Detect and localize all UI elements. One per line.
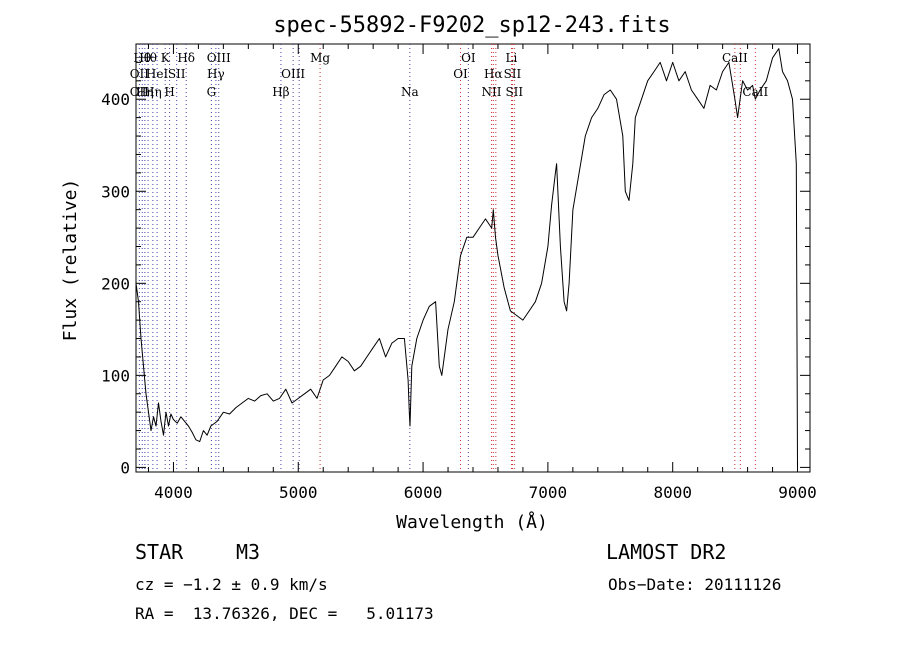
line-marker-label: OIII: [281, 67, 305, 81]
y-tick-label: 200: [101, 274, 130, 293]
line-marker-label: OIII: [207, 51, 231, 65]
plot-border: [135, 43, 811, 473]
line-marker-label: H: [164, 85, 174, 99]
line-marker-label: K: [161, 51, 171, 65]
spectrum-series: [135, 48, 798, 468]
obs-date-line: Obs−Date: 20111126: [608, 575, 782, 594]
y-tick-label: 400: [101, 90, 130, 109]
spectral-line-markers: [138, 44, 756, 472]
line-marker-label: HeI: [146, 67, 169, 81]
line-marker-label: Li: [506, 51, 518, 65]
chart-title: spec-55892-F9202_sp12-243.fits: [273, 13, 670, 38]
line-marker-label: SII: [505, 85, 523, 99]
line-marker-label: Na: [401, 85, 419, 99]
x-tick-label: 5000: [279, 483, 318, 502]
line-marker-label: Hθ: [133, 51, 151, 65]
line-marker-label: OI: [453, 67, 468, 81]
line-marker-label: Mg: [310, 51, 330, 65]
survey-name: LAMOST DR2: [606, 540, 727, 564]
line-marker-label: Hγ: [207, 67, 225, 81]
y-tick-label: 100: [101, 366, 130, 385]
x-tick-label: 9000: [778, 483, 817, 502]
line-marker-label: Hη: [136, 85, 154, 99]
x-axis-ticks: 4000 5000 6000 7000 8000 9000: [147, 44, 817, 502]
y-axis-ticks: 0 100 200 300 400: [101, 61, 810, 477]
line-marker-label: Hβ: [272, 85, 289, 99]
line-marker-label: CaII: [722, 51, 748, 65]
line-marker-label: Hη: [144, 85, 162, 99]
x-tick-label: 6000: [404, 483, 443, 502]
line-marker-label: OII: [130, 85, 150, 99]
spectral-line-labels: OII OII Hθ Hη Hθ Hη HeI K H SII Hδ G Hγ OIII Hβ OIII Mg N…: [130, 51, 769, 99]
x-tick-label: 8000: [653, 483, 692, 502]
redshift-line: cz = −1.2 ± 0.9 km/s: [135, 575, 328, 594]
object-class: STAR: [135, 540, 184, 564]
line-marker-label: Hθ: [139, 51, 157, 65]
plot-frame: [135, 43, 811, 473]
y-tick-label: 0: [120, 458, 130, 477]
line-marker-label: Hα: [484, 67, 503, 81]
x-tick-label: 4000: [154, 483, 193, 502]
line-marker-label: OI: [461, 51, 476, 65]
line-marker-label: NII: [481, 85, 501, 99]
line-marker-label: Hδ: [177, 51, 195, 65]
x-axis-label: Wavelength (Å): [396, 511, 548, 533]
x-tick-label: 7000: [529, 483, 568, 502]
line-marker-label: OII: [130, 67, 150, 81]
line-marker-label: SII: [504, 67, 522, 81]
coordinates-line: RA = 13.76326, DEC = 5.01173: [135, 604, 434, 623]
line-marker-label: G: [207, 85, 217, 99]
y-tick-label: 300: [101, 182, 130, 201]
spectrum-line: [135, 48, 798, 468]
y-axis-label: Flux (relative): [60, 179, 81, 342]
line-marker-label: SII: [168, 67, 186, 81]
object-subclass: M3: [236, 540, 261, 564]
